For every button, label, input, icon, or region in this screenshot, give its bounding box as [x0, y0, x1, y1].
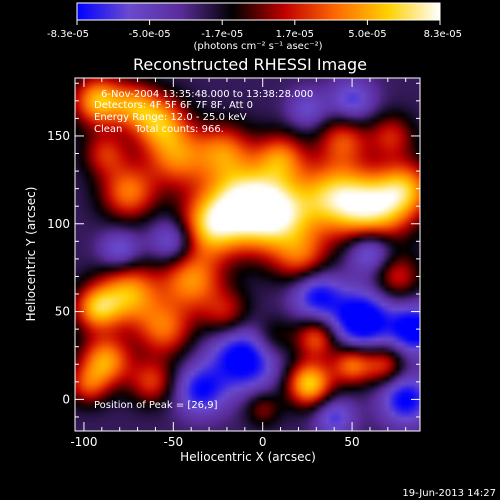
y-tick-label: 50 — [55, 305, 70, 319]
x-tick-label: -50 — [164, 435, 184, 449]
axis-ticks: -100 -50 0 50 0 50 100 150 — [47, 78, 420, 449]
annotation-energy: Energy Range: 12.0 - 25.0 keV — [94, 112, 247, 123]
x-tick-label: 0 — [259, 435, 267, 449]
x-tick-label: 50 — [344, 435, 359, 449]
x-axis-label: Heliocentric X (arcsec) — [180, 450, 316, 464]
y-tick-label: 100 — [47, 217, 70, 231]
x-tick-label: -100 — [70, 435, 97, 449]
annotation-detectors: Detectors: 4F 5F 6F 7F 8F, Att 0 — [94, 100, 253, 111]
colorbar-ticks: -8.3e-05 -5.0e-05 -1.7e-05 1.7e-05 5.0e-05 8.… — [47, 20, 462, 40]
colorbar — [76, 2, 441, 21]
annotation-peak: Position of Peak = [26,9] — [94, 400, 218, 411]
chart-title: Reconstructed RHESSI Image — [133, 55, 367, 74]
y-tick-label: 150 — [47, 129, 70, 143]
colorbar-tick-label: -1.7e-05 — [201, 29, 243, 40]
colorbar-tick-label: 1.7e-05 — [276, 29, 314, 40]
y-tick-label: 0 — [62, 392, 70, 406]
annotation-time-range: 6-Nov-2004 13:35:48.000 to 13:38:28.000 — [101, 89, 313, 100]
colorbar-tick-label: 5.0e-05 — [348, 29, 386, 40]
colorbar-tick-label: -8.3e-05 — [47, 29, 89, 40]
footer-date: 19-Jun-2013 14:27 — [402, 488, 496, 499]
y-axis-label: Heliocentric Y (arcsec) — [24, 187, 38, 322]
plot-frame — [74, 77, 421, 432]
heatmap — [75, 78, 420, 431]
annotation-method: Clean Total counts: 966. — [94, 124, 224, 135]
colorbar-tick-label: 8.3e-05 — [424, 29, 462, 40]
colorbar-tick-label: -5.0e-05 — [129, 29, 171, 40]
colorbar-unit-label: (photons cm⁻² s⁻¹ asec⁻²) — [193, 41, 322, 52]
